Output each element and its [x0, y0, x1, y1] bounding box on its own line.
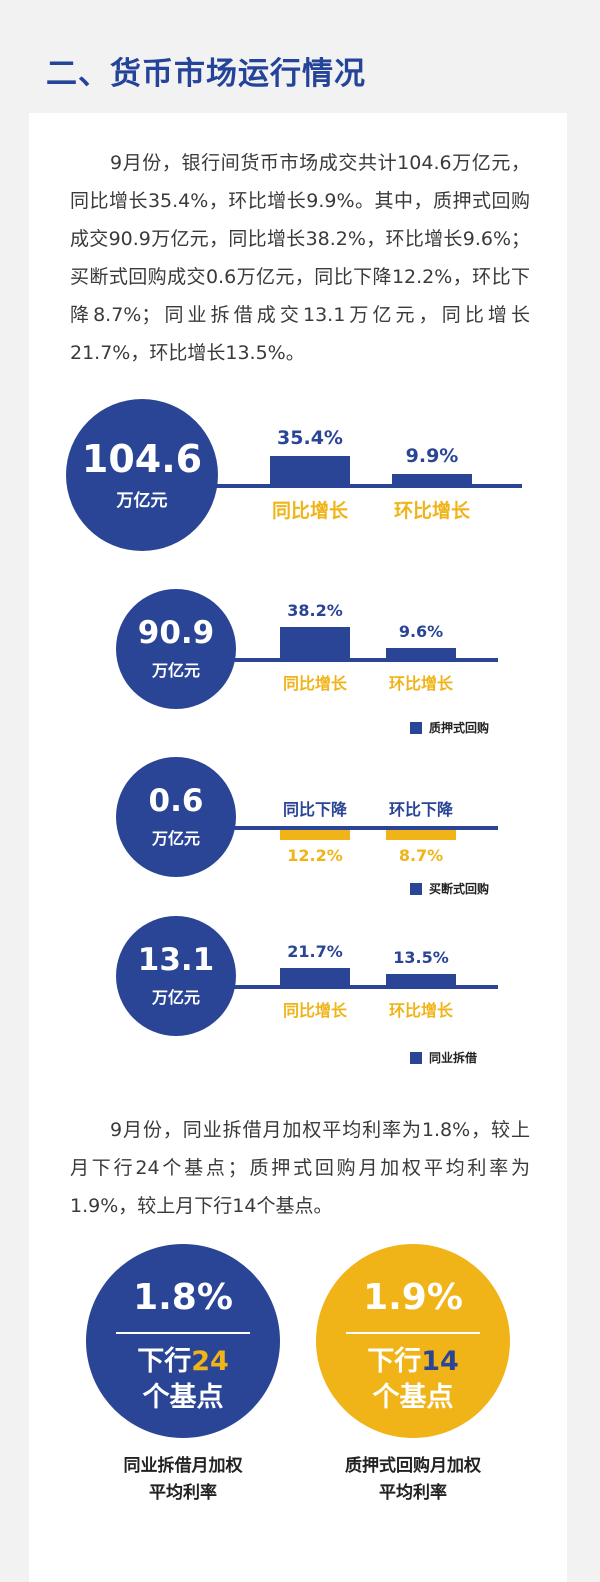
paragraph-rates: 9月份，同业拆借月加权平均利率为1.8%，较上月下行24个基点；质押式回购月加权…	[70, 1111, 530, 1225]
bar-1	[392, 474, 472, 484]
bar-category-label-1: 环比增长	[388, 1001, 453, 1020]
rate-circle-interbank: 1.8% 下行24 个基点	[86, 1244, 280, 1438]
bar-value-label-0: 12.2%	[287, 846, 343, 865]
bar-value-label-1: 9.6%	[398, 622, 444, 641]
legend-swatch	[410, 1051, 422, 1064]
paragraph-rates-text: 9月份，同业拆借月加权平均利率为1.8%，较上月下行24个基点；质押式回购月加权…	[70, 1119, 530, 1217]
paragraph-volume: 9月份，银行间货币市场成交共计104.6万亿元，同比增长35.4%，环比增长9.…	[70, 144, 530, 372]
rate-caption-line2: 平均利率	[379, 1483, 447, 1503]
rate-change-unit: 个基点	[372, 1382, 454, 1413]
bar-1	[386, 974, 456, 985]
legend-label: 质押式回购	[429, 721, 490, 735]
bar-category-label-0: 同比增长	[282, 674, 347, 693]
rate-change-prefix: 下行	[137, 1346, 192, 1377]
rate-divider	[116, 1332, 250, 1334]
chart-baseline	[230, 658, 498, 662]
legend-swatch	[410, 721, 422, 734]
total-circle: 13.1 万亿元	[116, 916, 236, 1036]
bar-0	[280, 627, 350, 658]
total-circle: 0.6 万亿元	[116, 757, 236, 877]
bar-1	[386, 648, 456, 658]
bar-value-label-0: 38.2%	[287, 601, 343, 621]
bar-value-label-0: 35.4%	[277, 426, 343, 449]
chart-baseline	[230, 985, 498, 989]
bar-value-label-1: 13.5%	[393, 948, 449, 968]
rate-change-prefix: 下行	[367, 1346, 422, 1377]
total-value: 104.6	[81, 436, 203, 481]
legend-label: 买断式回购	[429, 882, 490, 896]
bar-category-label-0: 同比下降	[282, 800, 347, 819]
bar-category-label-0: 同比增长	[271, 500, 348, 522]
chart-baseline	[230, 826, 498, 830]
total-value: 0.6	[148, 782, 204, 819]
rate-divider	[346, 1332, 480, 1334]
total-circle: 104.6 万亿元	[66, 399, 218, 551]
rate-change-bp: 24	[191, 1346, 229, 1377]
total-unit: 万亿元	[151, 987, 200, 1007]
legend-label: 同业拆借	[429, 1051, 478, 1065]
total-value: 13.1	[137, 941, 215, 978]
bar-value-label-1: 9.9%	[405, 445, 459, 467]
bar-category-label-1: 环比增长	[393, 500, 470, 522]
rate-value: 1.8%	[133, 1277, 233, 1318]
chart-baseline	[200, 484, 522, 488]
rate-change-unit: 个基点	[142, 1382, 224, 1413]
rate-caption-interbank: 同业拆借月加权 平均利率	[83, 1453, 283, 1507]
chart-legend: 质押式回购	[410, 719, 489, 736]
bar-value-label-1: 8.7%	[398, 846, 444, 865]
total-unit: 万亿元	[151, 828, 200, 848]
chart-legend: 买断式回购	[410, 880, 489, 897]
paragraph-volume-text: 9月份，银行间货币市场成交共计104.6万亿元，同比增长35.4%，环比增长9.…	[70, 152, 530, 364]
rate-change: 下行14 个基点	[316, 1344, 510, 1416]
bar-0	[270, 455, 350, 484]
rate-caption-repo: 质押式回购月加权 平均利率	[313, 1453, 513, 1507]
rate-change-bp: 14	[421, 1346, 459, 1377]
bar-category-label-1: 环比下降	[388, 800, 453, 819]
bar-category-label-1: 环比增长	[388, 674, 453, 693]
bar-value-label-0: 21.7%	[287, 941, 343, 961]
rate-value: 1.9%	[363, 1277, 463, 1318]
section-title: 二、货币市场运行情况	[46, 56, 366, 92]
rate-change: 下行24 个基点	[86, 1344, 280, 1416]
bar-0	[280, 830, 350, 840]
rate-circle-repo: 1.9% 下行14 个基点	[316, 1244, 510, 1438]
chart-legend: 同业拆借	[410, 1049, 477, 1066]
bar-1	[386, 830, 456, 840]
rate-caption-line1: 质押式回购月加权	[345, 1456, 481, 1476]
total-unit: 万亿元	[116, 490, 168, 511]
total-circle: 90.9 万亿元	[116, 589, 236, 709]
total-value: 90.9	[137, 614, 215, 651]
bar-category-label-0: 同比增长	[282, 1001, 347, 1020]
rate-caption-line1: 同业拆借月加权	[123, 1456, 243, 1476]
bar-0	[280, 967, 350, 985]
legend-swatch	[410, 882, 422, 895]
total-unit: 万亿元	[151, 660, 200, 680]
rate-caption-line2: 平均利率	[149, 1483, 217, 1503]
